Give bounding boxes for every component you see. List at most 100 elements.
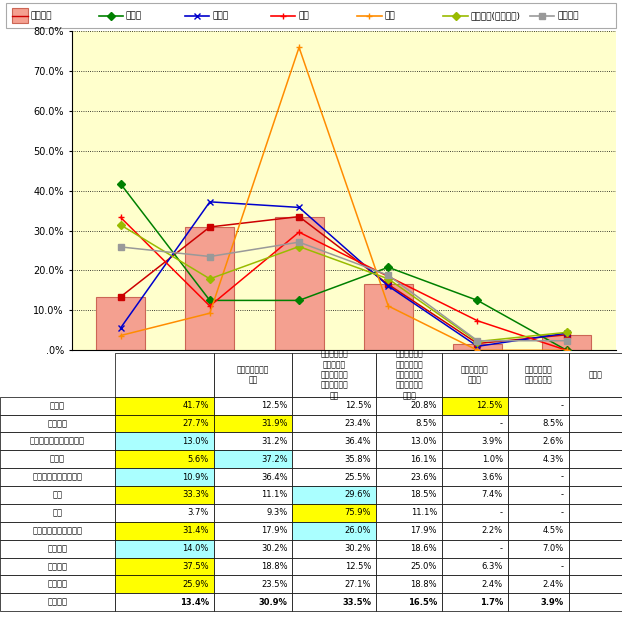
Text: 3.6%: 3.6%	[481, 472, 503, 482]
Text: 8.5%: 8.5%	[416, 419, 437, 428]
Text: 23.5%: 23.5%	[261, 580, 287, 589]
Text: 11.1%: 11.1%	[261, 490, 287, 500]
Text: 全体平均: 全体平均	[30, 11, 52, 20]
Bar	[0, 522, 115, 539]
Bar	[0, 415, 115, 432]
Bar	[292, 504, 376, 522]
Bar	[569, 557, 622, 575]
Text: 27.1%: 27.1%	[345, 580, 371, 589]
Text: 12.5%: 12.5%	[261, 401, 287, 410]
Text: 14.0%: 14.0%	[183, 544, 209, 553]
Bar	[0, 504, 115, 522]
Bar	[569, 593, 622, 611]
Bar	[508, 522, 569, 539]
Bar	[442, 468, 508, 486]
Bar	[115, 557, 214, 575]
Bar	[214, 450, 292, 468]
Text: 23.6%: 23.6%	[411, 472, 437, 482]
Bar	[115, 575, 214, 593]
Bar	[292, 468, 376, 486]
Bar	[292, 593, 376, 611]
Bar	[0, 557, 115, 575]
Bar	[0, 486, 115, 504]
Bar	[442, 432, 508, 450]
Bar	[508, 575, 569, 593]
Text: -: -	[500, 419, 503, 428]
Text: 北海道: 北海道	[50, 401, 65, 410]
Bar	[292, 575, 376, 593]
Text: -: -	[561, 562, 564, 571]
Bar	[214, 397, 292, 415]
Bar	[292, 415, 376, 432]
Text: 首都圏: 首都圏	[50, 454, 65, 464]
Text: 37.5%: 37.5%	[182, 562, 209, 571]
Bar	[508, 432, 569, 450]
Bar	[376, 415, 442, 432]
Bar	[292, 522, 376, 539]
Text: 判決は妥当だと
思う: 判決は妥当だと 思う	[237, 365, 269, 384]
Bar	[508, 450, 569, 468]
Bar	[442, 486, 508, 504]
Bar	[508, 486, 569, 504]
Text: 18.5%: 18.5%	[411, 490, 437, 500]
Bar	[508, 468, 569, 486]
Text: 消費者の立場
に寄りすぎた
判決であり、
妥当ではない
と思う: 消費者の立場 に寄りすぎた 判決であり、 妥当ではない と思う	[395, 350, 423, 400]
Text: 2.4%: 2.4%	[542, 580, 564, 589]
Text: 18.8%: 18.8%	[261, 562, 287, 571]
Bar	[569, 397, 622, 415]
Bar	[376, 353, 442, 397]
Bar	[508, 539, 569, 557]
Text: 8.5%: 8.5%	[542, 419, 564, 428]
Bar	[442, 415, 508, 432]
Text: 75.9%: 75.9%	[345, 508, 371, 517]
Bar	[569, 539, 622, 557]
Text: 30.9%: 30.9%	[259, 598, 287, 607]
Text: 31.9%: 31.9%	[261, 419, 287, 428]
Text: 36.4%: 36.4%	[261, 472, 287, 482]
Bar	[115, 539, 214, 557]
Text: 中部地方（愛知除く）: 中部地方（愛知除く）	[32, 472, 83, 482]
Bar	[0, 539, 115, 557]
Bar	[96, 297, 145, 350]
Bar	[115, 593, 214, 611]
Text: 九州地方: 九州地方	[47, 580, 68, 589]
Bar	[569, 468, 622, 486]
Text: -: -	[561, 401, 564, 410]
Bar	[569, 415, 622, 432]
Text: 30.2%: 30.2%	[345, 544, 371, 553]
Text: 愛知: 愛知	[52, 490, 63, 500]
Text: 東北地方: 東北地方	[47, 419, 68, 428]
Text: 37.2%: 37.2%	[261, 454, 287, 464]
Bar	[115, 450, 214, 468]
Bar	[569, 575, 622, 593]
Bar	[569, 432, 622, 450]
Text: 3.9%: 3.9%	[481, 437, 503, 446]
Bar	[376, 593, 442, 611]
Bar	[292, 432, 376, 450]
Text: 29.6%: 29.6%	[345, 490, 371, 500]
Text: 1.7%: 1.7%	[480, 598, 503, 607]
Bar	[376, 432, 442, 450]
Text: 愛知: 愛知	[299, 11, 309, 20]
Bar	[292, 397, 376, 415]
Bar	[376, 468, 442, 486]
Bar	[115, 522, 214, 539]
Bar	[115, 486, 214, 504]
Text: 13.0%: 13.0%	[182, 437, 209, 446]
Text: 近畿地方（京都除く）: 近畿地方（京都除く）	[32, 526, 83, 535]
Bar	[376, 397, 442, 415]
Text: 2.6%: 2.6%	[542, 437, 564, 446]
Bar	[376, 522, 442, 539]
Text: 17.9%: 17.9%	[261, 526, 287, 535]
Text: 四国地方: 四国地方	[47, 562, 68, 571]
Text: 18.8%: 18.8%	[411, 580, 437, 589]
Bar	[115, 415, 214, 432]
Text: 23.4%: 23.4%	[345, 419, 371, 428]
Bar	[569, 450, 622, 468]
Text: 九州地方: 九州地方	[557, 11, 578, 20]
Bar	[569, 504, 622, 522]
Bar	[115, 353, 214, 397]
Bar	[115, 468, 214, 486]
Text: -: -	[561, 472, 564, 482]
Bar	[214, 575, 292, 593]
